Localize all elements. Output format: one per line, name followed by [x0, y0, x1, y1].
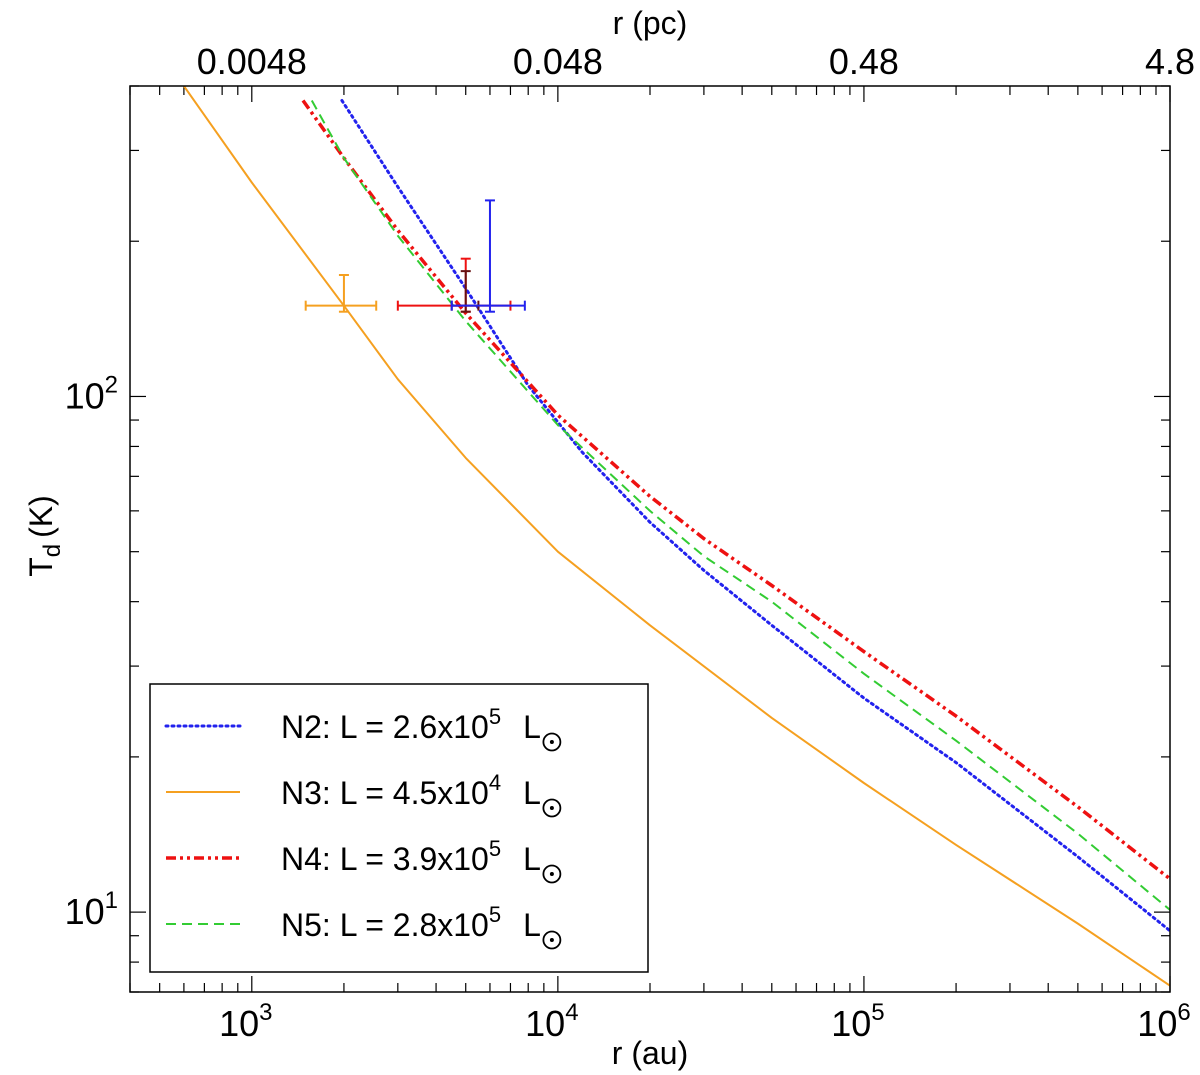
y-tick-label: 101	[65, 887, 118, 932]
y-axis-title-sub: d	[39, 544, 66, 557]
top-tick-label: 4.8	[1145, 41, 1195, 82]
sun-symbol-dot	[549, 740, 554, 744]
legend-label: N2: L = 2.6x105 L	[281, 704, 541, 745]
x-tick-label: 104	[525, 999, 578, 1044]
legend-label: N3: L = 4.5x104 L	[281, 770, 541, 811]
sun-symbol-dot	[549, 938, 554, 942]
sun-symbol-icon	[542, 798, 562, 818]
legend-item-N3: N3: L = 4.5x104 L	[166, 770, 562, 818]
plot-frame	[129, 85, 1171, 993]
curves	[183, 86, 1170, 987]
y-axis-title-main: T	[23, 557, 59, 577]
sun-symbol-icon	[542, 930, 562, 950]
legend: N2: L = 2.6x105 L N3: L = 4.5x104 L N4: L = …	[149, 683, 649, 973]
x-tick-label: 105	[831, 999, 884, 1044]
legend-item-N4: N4: L = 3.9x105 L	[166, 836, 562, 884]
legend-label: N5: L = 2.8x105 L	[281, 902, 541, 943]
top-tick-label: 0.48	[829, 41, 899, 82]
sun-symbol-icon	[542, 732, 562, 752]
minor-ticks	[129, 85, 1170, 993]
x-tick-label: 106	[1137, 999, 1190, 1044]
x-axis-title: r (au)	[612, 1035, 688, 1071]
y-tick-label: 102	[65, 371, 118, 416]
top-tick-label: 0.048	[513, 41, 603, 82]
top-tick-label: 0.0048	[197, 41, 307, 82]
y-axis-title: Td (K)	[23, 495, 66, 577]
series-N5	[310, 100, 1170, 911]
top-axis-title: r (pc)	[613, 5, 688, 41]
sun-symbol-dot	[549, 806, 554, 810]
sun-symbol-dot	[549, 872, 554, 876]
legend-item-N2: N2: L = 2.6x105 L	[164, 704, 562, 752]
series-N2	[340, 99, 1170, 933]
legend-label: N4: L = 3.9x105 L	[281, 836, 541, 877]
series-N4	[301, 99, 1170, 881]
x-tick-label: 103	[219, 999, 272, 1044]
series-N3	[183, 86, 1170, 987]
errorbar-N2	[450, 199, 526, 313]
y-axis-title-unit: (K)	[23, 495, 59, 538]
svg-text:Td(K): Td (K)	[23, 495, 66, 577]
errorbar-N3	[304, 274, 378, 313]
legend-item-N5: N5: L = 2.8x105 L	[166, 902, 562, 950]
error-bars	[304, 199, 526, 313]
sun-symbol-icon	[542, 864, 562, 884]
tick-labels: 103 104 105 106 101 102 0.0048 0.048 0.48 4.8	[65, 41, 1195, 1044]
